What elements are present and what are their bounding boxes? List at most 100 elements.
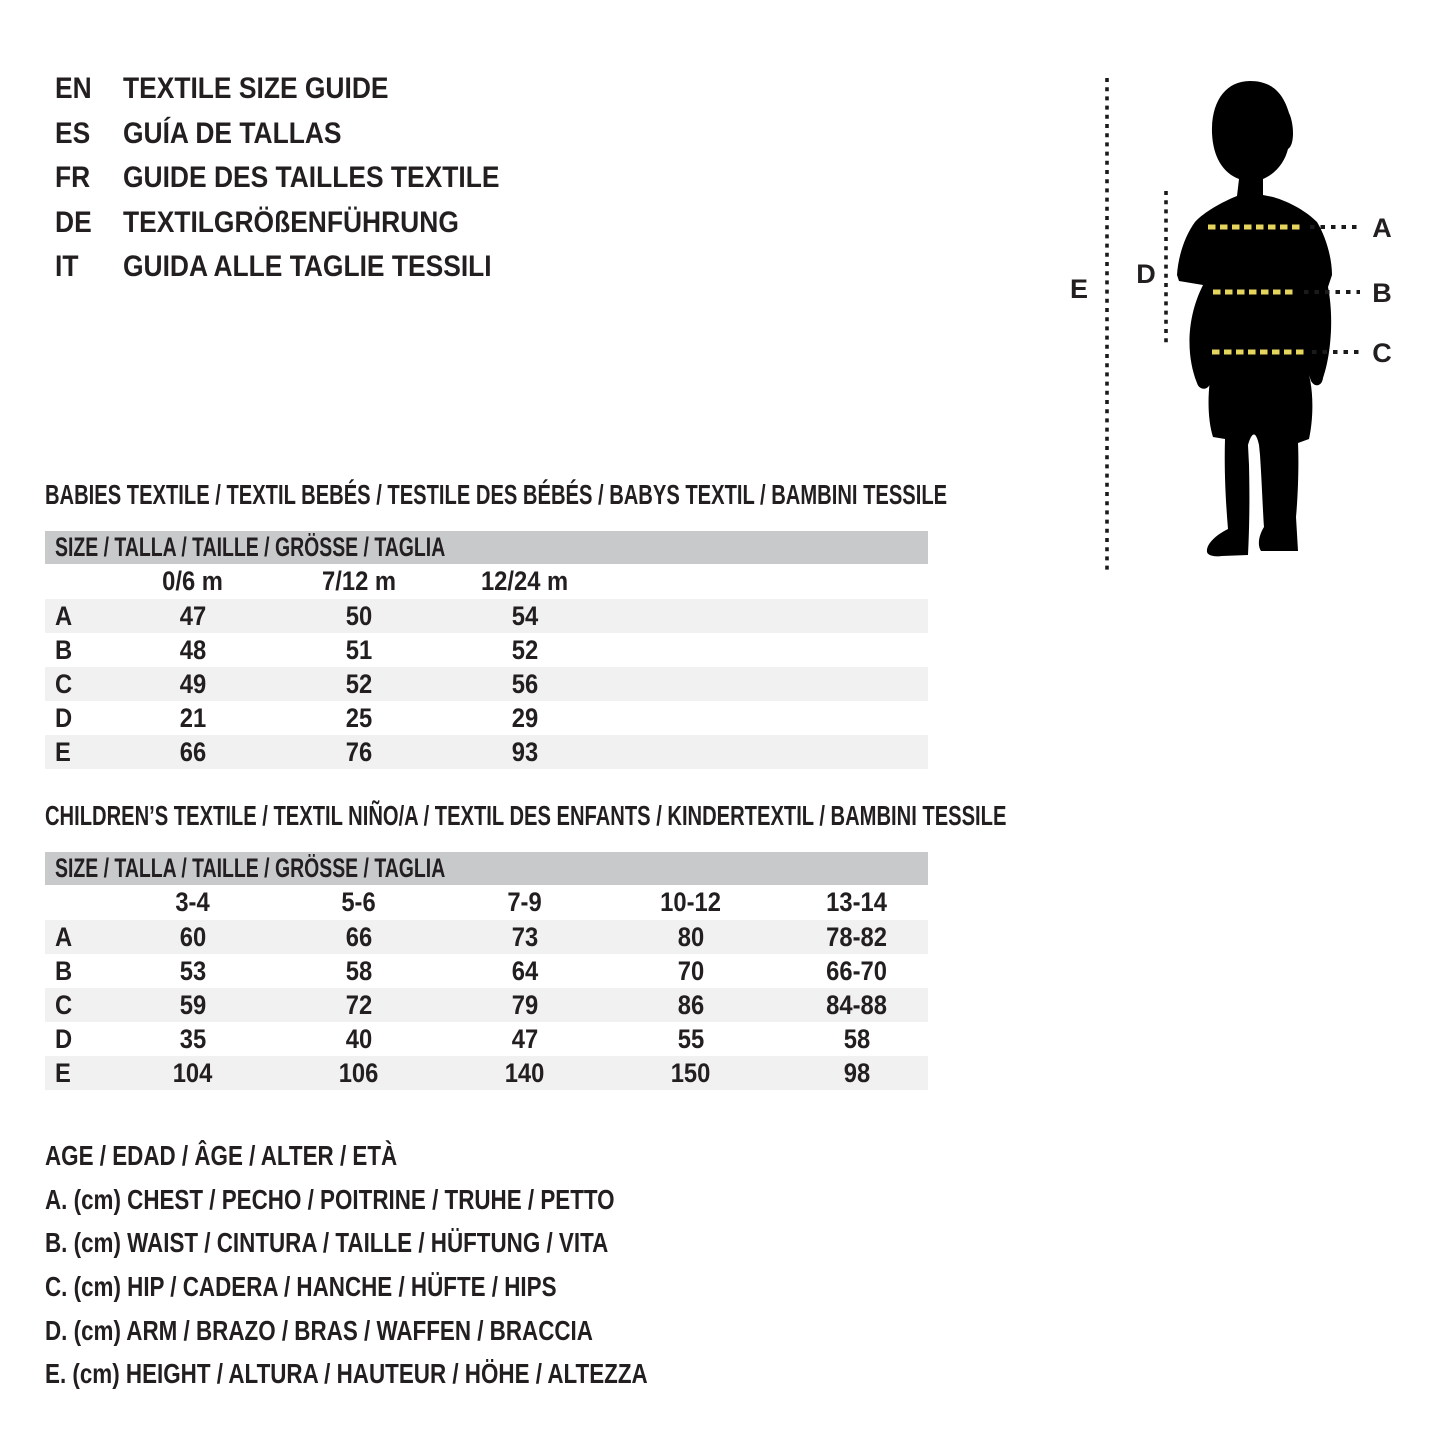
table-row: B 53 58 64 70 66-70 xyxy=(45,954,928,988)
column-header: 5-6 xyxy=(341,887,377,917)
table-row: C 49 52 56 xyxy=(45,667,928,701)
label-arm-d: D xyxy=(1136,259,1156,289)
column-header-row: 0/6 m 7/12 m 12/24 m xyxy=(45,564,928,599)
cell-value: 51 xyxy=(345,634,373,665)
cell-value: 106 xyxy=(339,1057,379,1088)
cell-value: 55 xyxy=(677,1023,705,1054)
cell-value: 47 xyxy=(179,600,207,631)
cell-value: 76 xyxy=(345,736,373,767)
column-header: 10-12 xyxy=(660,887,722,917)
row-label: C xyxy=(55,989,73,1020)
cell-value: 58 xyxy=(345,955,373,986)
cell-value: 54 xyxy=(511,600,539,631)
cell-value: 48 xyxy=(179,634,207,665)
cell-value: 52 xyxy=(511,634,539,665)
measurement-legend: AGE / EDAD / ÂGE / ALTER / ETÀ A. (cm) C… xyxy=(45,1134,798,1396)
cell-value: 104 xyxy=(173,1057,213,1088)
cell-value: 93 xyxy=(511,736,539,767)
legend-line-arm: D. (cm) ARM / BRAZO / BRAS / WAFFEN / BR… xyxy=(45,1314,593,1346)
cell-value: 49 xyxy=(179,668,207,699)
row-label: E xyxy=(55,1057,71,1088)
cell-value: 98 xyxy=(843,1057,871,1088)
cell-value: 72 xyxy=(345,989,373,1020)
cell-value: 58 xyxy=(843,1023,871,1054)
cell-value: 52 xyxy=(345,668,373,699)
language-code: EN xyxy=(55,72,92,106)
guide-title: GUIDA ALLE TAGLIE TESSILI xyxy=(123,250,492,284)
cell-value: 35 xyxy=(179,1023,207,1054)
guide-title: TEXTILE SIZE GUIDE xyxy=(123,72,389,106)
cell-value: 140 xyxy=(505,1057,545,1088)
cell-value: 56 xyxy=(511,668,539,699)
legend-line-age: AGE / EDAD / ÂGE / ALTER / ETÀ xyxy=(45,1139,398,1171)
language-row-it: IT GUIDA ALLE TAGLIE TESSILI xyxy=(55,245,551,290)
table-row: C 59 72 79 86 84-88 xyxy=(45,988,928,1022)
cell-value: 66 xyxy=(345,921,373,952)
cell-value: 25 xyxy=(345,702,373,733)
language-code: IT xyxy=(55,250,79,284)
cell-value: 50 xyxy=(345,600,373,631)
cell-value: 70 xyxy=(677,955,705,986)
row-label: B xyxy=(55,955,73,986)
children-section-title: CHILDREN’S TEXTILE / TEXTIL NIÑO/A / TEX… xyxy=(45,800,1007,831)
size-header-label: SIZE / TALLA / TAILLE / GRÖSSE / TAGLIA xyxy=(55,532,446,562)
row-label: D xyxy=(55,1023,73,1054)
row-label: D xyxy=(55,702,73,733)
cell-value: 59 xyxy=(179,989,207,1020)
row-label: E xyxy=(55,736,71,767)
table-row: E 104 106 140 150 98 xyxy=(45,1056,928,1090)
size-header-bar: SIZE / TALLA / TAILLE / GRÖSSE / TAGLIA xyxy=(45,852,928,885)
cell-value: 78-82 xyxy=(826,921,888,952)
column-header-row: 3-4 5-6 7-9 10-12 13-14 xyxy=(45,885,928,920)
column-header: 7/12 m xyxy=(322,566,396,596)
legend-line-chest: A. (cm) CHEST / PECHO / POITRINE / TRUHE… xyxy=(45,1183,615,1215)
babies-section-title: BABIES TEXTILE / TEXTIL BEBÉS / TESTILE … xyxy=(45,479,948,510)
language-row-fr: FR GUIDE DES TAILLES TEXTILE xyxy=(55,156,551,201)
language-row-es: ES GUÍA DE TALLAS xyxy=(55,112,551,157)
cell-value: 53 xyxy=(179,955,207,986)
label-height-e: E xyxy=(1070,274,1088,304)
legend-line-waist: B. (cm) WAIST / CINTURA / TAILLE / HÜFTU… xyxy=(45,1227,609,1259)
babies-size-table: SIZE / TALLA / TAILLE / GRÖSSE / TAGLIA … xyxy=(45,531,928,769)
row-label: A xyxy=(55,921,73,952)
label-chest-a: A xyxy=(1372,213,1392,243)
column-header: 0/6 m xyxy=(162,566,224,596)
language-code: FR xyxy=(55,161,91,195)
column-header: 12/24 m xyxy=(481,566,569,596)
column-header: 7-9 xyxy=(507,887,543,917)
cell-value: 86 xyxy=(677,989,705,1020)
language-header: EN TEXTILE SIZE GUIDE ES GUÍA DE TALLAS … xyxy=(55,67,551,290)
label-hip-c: C xyxy=(1372,338,1392,368)
row-label: C xyxy=(55,668,73,699)
table-row: E 66 76 93 xyxy=(45,735,928,769)
guide-title: TEXTILGRÖßENFÜHRUNG xyxy=(123,205,459,239)
cell-value: 64 xyxy=(511,955,539,986)
cell-value: 29 xyxy=(511,702,539,733)
legend-line-height: E. (cm) HEIGHT / ALTURA / HAUTEUR / HÖHE… xyxy=(45,1358,648,1390)
children-size-table: SIZE / TALLA / TAILLE / GRÖSSE / TAGLIA … xyxy=(45,852,928,1090)
cell-value: 73 xyxy=(511,921,539,952)
column-header: 13-14 xyxy=(826,887,888,917)
language-row-en: EN TEXTILE SIZE GUIDE xyxy=(55,67,551,112)
language-row-de: DE TEXTILGRÖßENFÜHRUNG xyxy=(55,201,551,246)
row-label: B xyxy=(55,634,73,665)
language-code: DE xyxy=(55,205,92,239)
table-row: A 47 50 54 xyxy=(45,599,928,633)
table-row: D 35 40 47 55 58 xyxy=(45,1022,928,1056)
legend-line-hip: C. (cm) HIP / CADERA / HANCHE / HÜFTE / … xyxy=(45,1270,557,1302)
cell-value: 21 xyxy=(179,702,207,733)
label-waist-b: B xyxy=(1372,278,1392,308)
cell-value: 84-88 xyxy=(826,989,888,1020)
cell-value: 60 xyxy=(179,921,207,952)
table-row: D 21 25 29 xyxy=(45,701,928,735)
guide-title: GUÍA DE TALLAS xyxy=(123,116,342,150)
cell-value: 40 xyxy=(345,1023,373,1054)
measurement-diagram: A B C D E xyxy=(1070,78,1392,570)
size-header-label: SIZE / TALLA / TAILLE / GRÖSSE / TAGLIA xyxy=(55,853,446,883)
row-label: A xyxy=(55,600,73,631)
guide-title: GUIDE DES TAILLES TEXTILE xyxy=(123,161,500,195)
cell-value: 66 xyxy=(179,736,207,767)
cell-value: 150 xyxy=(671,1057,711,1088)
table-row: A 60 66 73 80 78-82 xyxy=(45,920,928,954)
